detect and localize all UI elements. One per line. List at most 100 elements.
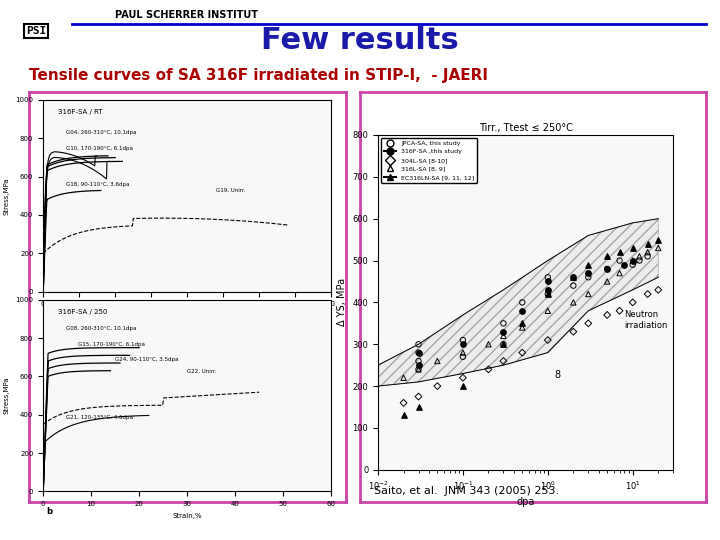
Text: G15, 170-190°C, 6.1dpa: G15, 170-190°C, 6.1dpa — [78, 342, 145, 347]
X-axis label: dpa: dpa — [516, 497, 535, 508]
Point — [601, 265, 613, 273]
Text: b: b — [46, 508, 52, 516]
Point — [498, 356, 509, 365]
Point — [567, 273, 579, 281]
Point — [642, 289, 654, 298]
Point — [516, 306, 528, 315]
Point — [567, 281, 579, 290]
Point — [618, 260, 630, 269]
Text: G18, 90-110°C, 3.6dpa: G18, 90-110°C, 3.6dpa — [66, 182, 130, 187]
X-axis label: Strain,%: Strain,% — [172, 512, 202, 519]
Text: Tensile curves of SA 316F irradiated in STIP-I,  - JAERI: Tensile curves of SA 316F irradiated in … — [29, 68, 488, 83]
Point — [413, 348, 424, 357]
Point — [642, 240, 654, 248]
Point — [542, 306, 554, 315]
Point — [457, 374, 469, 382]
Point — [516, 319, 528, 328]
Text: a: a — [46, 308, 52, 316]
Text: G21, 120-135°C, 4.6dpa: G21, 120-135°C, 4.6dpa — [66, 415, 133, 420]
Point — [634, 256, 645, 265]
Point — [582, 319, 594, 328]
Point — [627, 244, 639, 252]
Text: G04, 260-310°C, 10.1dpa: G04, 260-310°C, 10.1dpa — [66, 130, 137, 136]
Point — [582, 289, 594, 298]
Point — [457, 348, 469, 357]
Point — [482, 365, 494, 374]
Point — [498, 319, 509, 328]
Text: Y.D al/13: Y.D al/13 — [680, 523, 713, 532]
Point — [516, 323, 528, 332]
Point — [634, 252, 645, 261]
Point — [542, 277, 554, 286]
Point — [431, 382, 443, 390]
Point — [542, 273, 554, 281]
Point — [601, 252, 613, 261]
Point — [542, 289, 554, 298]
Text: 316F-SA / RT: 316F-SA / RT — [58, 110, 102, 116]
Legend: JPCA-SA, this study, 316F-SA ,this study, 304L-SA [8-10], 316L-SA [8, 9], EC316L: JPCA-SA, this study, 316F-SA ,this study… — [381, 138, 477, 183]
Point — [601, 310, 613, 319]
Point — [457, 340, 469, 349]
Point — [613, 269, 625, 278]
Point — [413, 403, 424, 411]
Point — [627, 298, 639, 307]
Point — [457, 382, 469, 390]
Point — [613, 256, 625, 265]
Point — [567, 273, 579, 281]
Point — [542, 289, 554, 298]
Point — [542, 336, 554, 345]
Point — [413, 365, 424, 374]
Point — [413, 348, 424, 357]
Point — [516, 348, 528, 357]
Point — [498, 340, 509, 349]
Text: 2nd High Power Targetry Workshop, Oak Ridge  10-14.10.2005: 2nd High Power Targetry Workshop, Oak Ri… — [240, 523, 480, 532]
Y-axis label: Stress,MPa: Stress,MPa — [4, 177, 10, 214]
Text: 316F-SA / 250: 316F-SA / 250 — [58, 309, 107, 315]
Point — [397, 374, 409, 382]
Point — [652, 286, 664, 294]
Point — [601, 265, 613, 273]
Point — [582, 260, 594, 269]
Title: Tirr., Ttest ≤ 250°C: Tirr., Ttest ≤ 250°C — [479, 123, 572, 133]
Text: PAUL SCHERRER INSTITUT: PAUL SCHERRER INSTITUT — [115, 10, 258, 20]
Text: G19, Unirr.: G19, Unirr. — [216, 188, 246, 193]
Text: G22, Unirr.: G22, Unirr. — [187, 368, 217, 374]
Point — [652, 244, 664, 252]
Text: 8: 8 — [554, 370, 561, 380]
Point — [413, 340, 424, 349]
Point — [652, 235, 664, 244]
Y-axis label: Stress,MPa: Stress,MPa — [4, 377, 10, 414]
Point — [567, 327, 579, 336]
Point — [642, 252, 654, 261]
Point — [457, 336, 469, 345]
Point — [642, 248, 654, 256]
Point — [582, 269, 594, 278]
Text: G24, 90-110°C, 3.5dpa: G24, 90-110°C, 3.5dpa — [115, 357, 179, 362]
Point — [498, 332, 509, 340]
Point — [498, 327, 509, 336]
Y-axis label: Δ YS, MPa: Δ YS, MPa — [337, 278, 347, 327]
Text: G08, 260-310°C, 10.1dpa: G08, 260-310°C, 10.1dpa — [66, 326, 137, 332]
Point — [397, 399, 409, 407]
Point — [613, 306, 625, 315]
Point — [413, 365, 424, 374]
Point — [457, 353, 469, 361]
Point — [567, 298, 579, 307]
Point — [397, 411, 409, 420]
Point — [601, 277, 613, 286]
Point — [542, 286, 554, 294]
Text: Few results: Few results — [261, 26, 459, 55]
Point — [582, 273, 594, 281]
Point — [482, 340, 494, 349]
Text: Saito, et al.  JNM 343 (2005) 253.: Saito, et al. JNM 343 (2005) 253. — [374, 486, 559, 496]
Text: PSI: PSI — [26, 26, 46, 36]
Text: G10, 170-190°C, 6.1dpa: G10, 170-190°C, 6.1dpa — [66, 146, 133, 151]
Point — [413, 361, 424, 369]
Point — [627, 256, 639, 265]
Point — [627, 256, 639, 265]
Point — [431, 356, 443, 365]
Point — [613, 248, 625, 256]
Point — [413, 356, 424, 365]
Text: Neutron
irradiation: Neutron irradiation — [624, 310, 668, 329]
Point — [498, 340, 509, 349]
